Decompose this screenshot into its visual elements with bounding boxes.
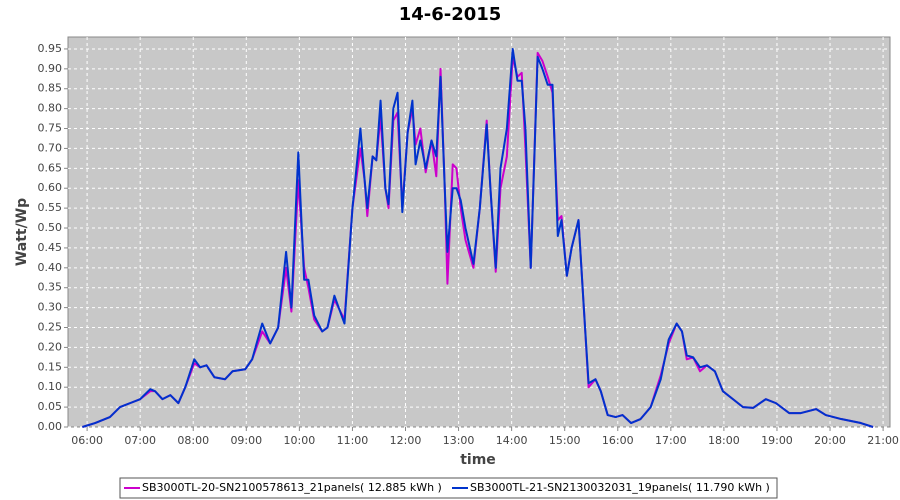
legend-label: SB3000TL-20-SN2100578613_21panels( 12.88… bbox=[142, 481, 442, 494]
y-tick-label: 0.20 bbox=[38, 340, 63, 353]
x-tick-label: 18:00 bbox=[708, 434, 740, 447]
x-tick-label: 10:00 bbox=[284, 434, 316, 447]
x-tick-label: 17:00 bbox=[655, 434, 687, 447]
y-tick-label: 0.50 bbox=[38, 221, 63, 234]
y-tick-label: 0.10 bbox=[38, 380, 63, 393]
x-tick-label: 19:00 bbox=[761, 434, 793, 447]
series-line bbox=[82, 47, 874, 428]
chart-title: 14-6-2015 bbox=[399, 4, 502, 25]
y-tick-label: 0.95 bbox=[38, 42, 63, 55]
y-tick-label: 0.25 bbox=[38, 321, 63, 334]
x-tick-label: 21:00 bbox=[867, 434, 899, 447]
y-axis-label: Watt/Wp bbox=[14, 198, 30, 266]
x-tick-label: 09:00 bbox=[230, 434, 262, 447]
y-tick-label: 0.05 bbox=[38, 400, 63, 413]
x-tick-label: 06:00 bbox=[71, 434, 103, 447]
y-tick-label: 0.80 bbox=[38, 102, 63, 115]
y-tick-label: 0.40 bbox=[38, 261, 63, 274]
legend-label: SB3000TL-21-SN2130032031_19panels( 11.79… bbox=[470, 481, 770, 494]
y-tick-label: 0.30 bbox=[38, 301, 63, 314]
y-tick-label: 0.45 bbox=[38, 241, 63, 254]
x-tick-label: 11:00 bbox=[337, 434, 369, 447]
y-tick-label: 0.15 bbox=[38, 360, 63, 373]
x-tick-label: 07:00 bbox=[124, 434, 156, 447]
y-tick-label: 0.60 bbox=[38, 181, 63, 194]
x-tick-label: 20:00 bbox=[814, 434, 846, 447]
y-tick-label: 0.90 bbox=[38, 62, 63, 75]
legend bbox=[119, 477, 778, 499]
y-tick-label: 0.00 bbox=[38, 420, 63, 433]
x-tick-label: 15:00 bbox=[549, 434, 581, 447]
x-tick-label: 12:00 bbox=[390, 434, 422, 447]
y-tick-label: 0.85 bbox=[38, 82, 63, 95]
x-axis-label: time bbox=[460, 452, 496, 468]
y-tick-label: 0.55 bbox=[38, 201, 63, 214]
x-tick-label: 13:00 bbox=[443, 434, 475, 447]
plot-area bbox=[67, 36, 891, 428]
x-tick-label: 16:00 bbox=[602, 434, 634, 447]
x-tick-label: 14:00 bbox=[496, 434, 528, 447]
x-tick-label: 08:00 bbox=[177, 434, 209, 447]
y-tick-label: 0.75 bbox=[38, 122, 63, 135]
y-tick-label: 0.70 bbox=[38, 141, 63, 154]
y-tick-label: 0.35 bbox=[38, 281, 63, 294]
y-tick-label: 0.65 bbox=[38, 161, 63, 174]
